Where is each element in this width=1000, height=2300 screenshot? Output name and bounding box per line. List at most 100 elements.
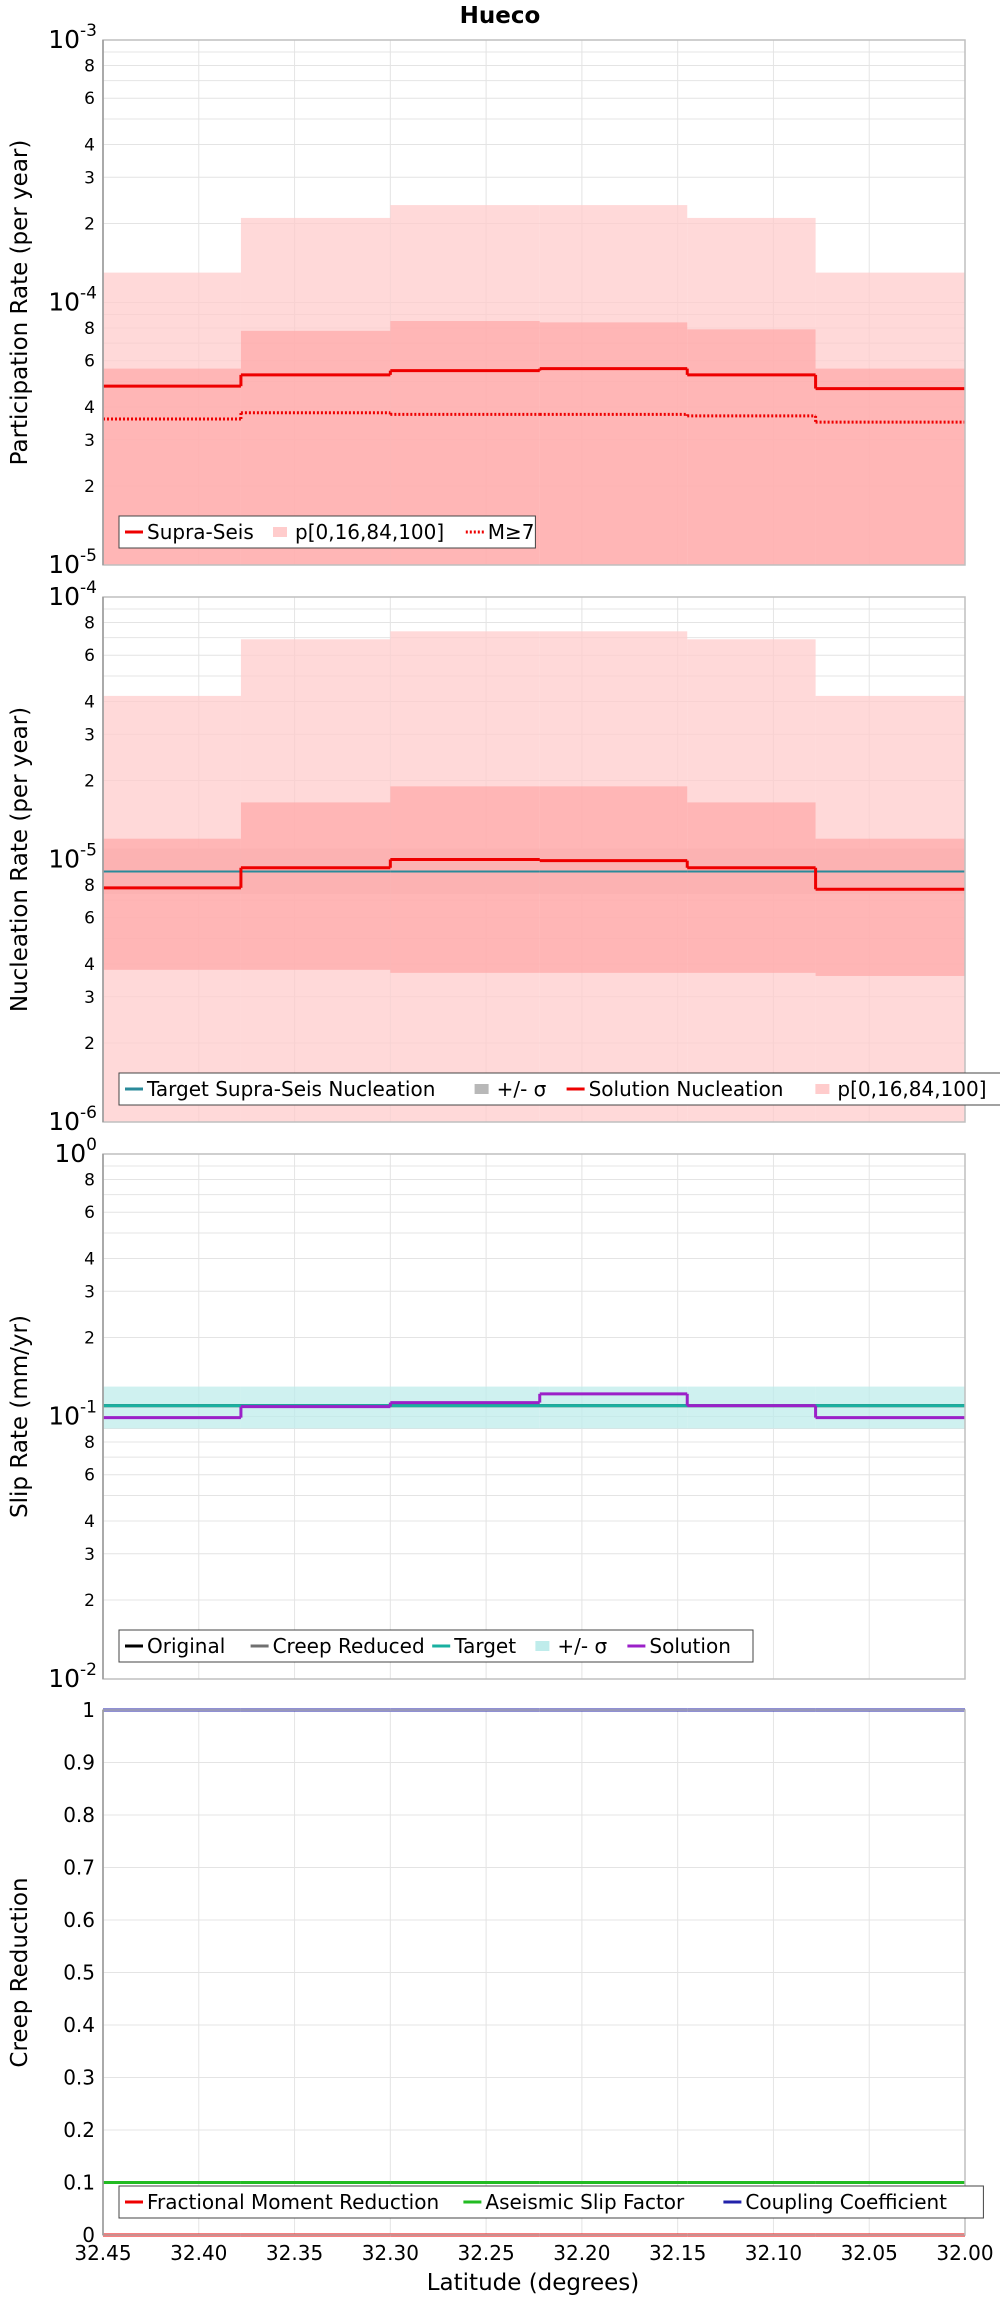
band-segment	[390, 1386, 540, 1429]
band-segment	[687, 1386, 816, 1429]
y-tick-label: 4	[84, 955, 95, 975]
band-segment	[539, 786, 688, 973]
legend-swatch	[273, 527, 287, 537]
legend-label: Coupling Coefficient	[745, 2190, 947, 2214]
y-tick-label: 4	[84, 692, 95, 712]
legend: Supra-Seis p[0,16,84,100] M≥7	[118, 515, 536, 549]
y-tick-label: 4	[84, 1249, 95, 1269]
legend-swatch	[815, 1084, 830, 1094]
legend-label: +/- σ	[497, 1077, 547, 1101]
legend-box	[118, 1072, 1000, 1106]
y-tick-label: 8	[84, 1170, 95, 1190]
y-tick-label: 4	[84, 398, 95, 418]
legend-label: Creep Reduced	[273, 1634, 425, 1658]
legend-label: Solution Nucleation	[589, 1077, 784, 1101]
y-tick-label: 2	[84, 1591, 95, 1611]
y-tick-label: 4	[84, 1512, 95, 1532]
legend-label: M≥7	[488, 520, 535, 544]
x-tick-label: 32.40	[170, 2241, 227, 2265]
y-tick-label: 0.9	[63, 1751, 95, 1775]
legend: Fractional Moment Reduction Aseismic Slip…	[118, 2185, 984, 2219]
y-tick-label: 10-4	[48, 578, 97, 611]
y-tick-label: 3	[84, 1545, 95, 1565]
y-tick-label: 10-1	[48, 1398, 97, 1431]
legend-swatch	[474, 1084, 489, 1094]
y-tick-label: 0.5	[63, 1961, 95, 1985]
y-tick-label: 6	[84, 89, 95, 109]
band-segment	[103, 838, 241, 970]
y-axis-label: Slip Rate (mm/yr)	[7, 1315, 33, 1518]
y-tick-label: 8	[84, 319, 95, 339]
band-segment	[539, 322, 688, 565]
band-segment	[815, 838, 965, 976]
x-axis-label: Latitude (degrees)	[427, 2270, 640, 2296]
x-tick-label: 32.00	[936, 2241, 993, 2265]
band-segment	[815, 1386, 965, 1429]
legend-label: Aseismic Slip Factor	[485, 2190, 685, 2214]
y-tick-label: 3	[84, 168, 95, 188]
x-tick-label: 32.30	[362, 2241, 419, 2265]
y-tick-label: 0.3	[63, 2066, 95, 2090]
x-tick-label: 32.25	[457, 2241, 514, 2265]
band-segment	[103, 1386, 241, 1429]
legend-label: Target	[453, 1634, 516, 1658]
y-tick-label: 100	[54, 1135, 97, 1168]
y-tick-label: 8	[84, 613, 95, 633]
y-tick-label: 2	[84, 771, 95, 791]
legend-label: Target Supra-Seis Nucleation	[146, 1077, 435, 1101]
y-tick-label: 1	[82, 1698, 95, 1722]
legend-swatch	[535, 1641, 550, 1651]
x-tick-label: 32.35	[266, 2241, 323, 2265]
y-tick-label: 3	[84, 725, 95, 745]
y-tick-label: 2	[84, 1328, 95, 1348]
y-tick-label: 8	[84, 56, 95, 76]
band-segment	[687, 802, 816, 973]
y-tick-label: 6	[84, 1203, 95, 1223]
legend-label: p[0,16,84,100]	[837, 1077, 986, 1101]
y-tick-label: 10-2	[48, 1660, 97, 1693]
y-tick-label: 0.1	[63, 2171, 95, 2195]
y-tick-label: 2	[84, 1034, 95, 1054]
x-tick-label: 32.15	[649, 2241, 706, 2265]
band-segment	[240, 802, 391, 970]
y-tick-label: 4	[84, 135, 95, 155]
y-tick-label: 10-5	[48, 546, 97, 579]
y-tick-label: 10-5	[48, 841, 97, 874]
legend-label: p[0,16,84,100]	[295, 520, 444, 544]
legend-label: Fractional Moment Reduction	[147, 2190, 439, 2214]
y-tick-label: 3	[84, 431, 95, 451]
y-tick-label: 8	[84, 876, 95, 896]
y-tick-label: 0	[82, 2223, 95, 2247]
y-axis-label: Nucleation Rate (per year)	[7, 707, 33, 1012]
y-tick-label: 3	[84, 988, 95, 1008]
y-tick-label: 10-3	[48, 21, 97, 54]
y-tick-label: 10-6	[48, 1103, 97, 1136]
legend: Original Creep Reduced Target +/- σ Solution	[118, 1629, 754, 1663]
y-tick-label: 10-4	[48, 284, 97, 317]
y-axis-label: Participation Rate (per year)	[7, 140, 33, 466]
x-tick-label: 32.05	[841, 2241, 898, 2265]
y-tick-label: 6	[84, 352, 95, 372]
y-tick-label: 2	[84, 477, 95, 497]
y-tick-label: 0.2	[63, 2118, 95, 2142]
chart-title: Hueco	[460, 3, 541, 29]
band-segment	[390, 786, 540, 973]
x-tick-label: 32.20	[553, 2241, 610, 2265]
y-tick-label: 0.8	[63, 1803, 95, 1827]
y-tick-label: 0.7	[63, 1856, 95, 1880]
band-segment	[687, 329, 816, 565]
y-tick-label: 0.6	[63, 1908, 95, 1932]
band-segment	[815, 368, 965, 565]
legend-label: Solution	[649, 1634, 730, 1658]
y-tick-label: 6	[84, 909, 95, 929]
x-tick-label: 32.45	[74, 2241, 131, 2265]
y-axis-label: Creep Reduction	[7, 1877, 33, 2067]
legend-box	[118, 2185, 984, 2219]
y-tick-label: 6	[84, 646, 95, 666]
y-tick-label: 3	[84, 1282, 95, 1302]
y-tick-label: 0.4	[63, 2013, 95, 2037]
